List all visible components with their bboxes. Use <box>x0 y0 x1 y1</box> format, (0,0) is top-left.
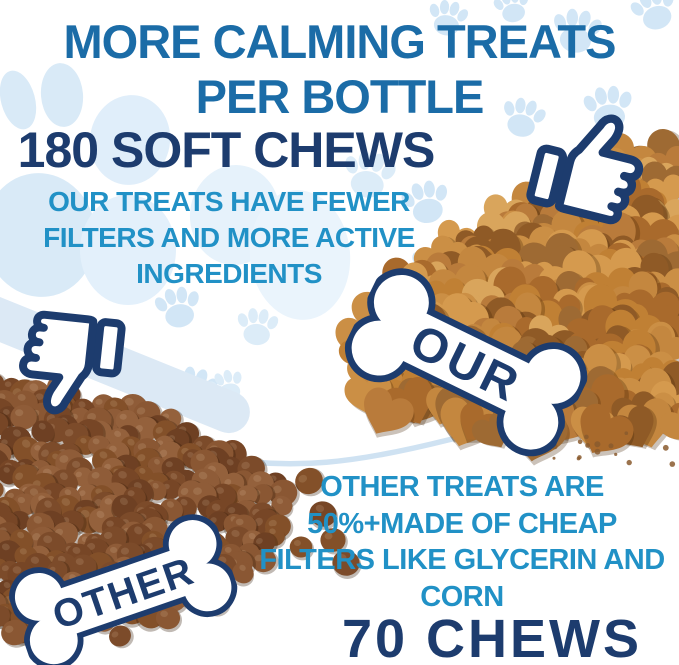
thumbs-down-icon <box>6 304 129 427</box>
other-bone-badge: OTHER <box>2 505 247 665</box>
main-title-line2: PER BOTTLE <box>195 69 485 123</box>
our-count-headline: 180 SOFT CHEWS <box>17 122 436 178</box>
other-description-line2: 50%+MADE OF CHEAP <box>307 507 617 540</box>
other-description-line3: FILTERS LIKE GLYCERIN AND <box>259 544 665 577</box>
main-title-line1: MORE CALMING TREATS <box>63 15 617 68</box>
our-description-line2: FILTERS AND MORE ACTIVE <box>43 221 415 253</box>
our-description-line3: INGREDIENTS <box>136 257 322 289</box>
our-description-line1: OUR TREATS HAVE FEWER <box>48 186 410 217</box>
main-title: MORE CALMING TREATS PER BOTTLE <box>0 15 679 124</box>
other-description-line4: CORN <box>420 580 504 613</box>
our-description: OUR TREATS HAVE FEWER FILTERS AND MORE A… <box>0 184 458 291</box>
other-description-line1: OTHER TREATS ARE <box>320 471 604 503</box>
other-count-headline: 70 CHEWS <box>341 609 643 665</box>
our-bone-badge: OUR <box>332 257 597 472</box>
thumbs-up-icon <box>520 91 663 234</box>
large-paw-blobs <box>0 63 351 320</box>
other-description: OTHER TREATS ARE 50%+MADE OF CHEAP FILTE… <box>232 469 679 615</box>
